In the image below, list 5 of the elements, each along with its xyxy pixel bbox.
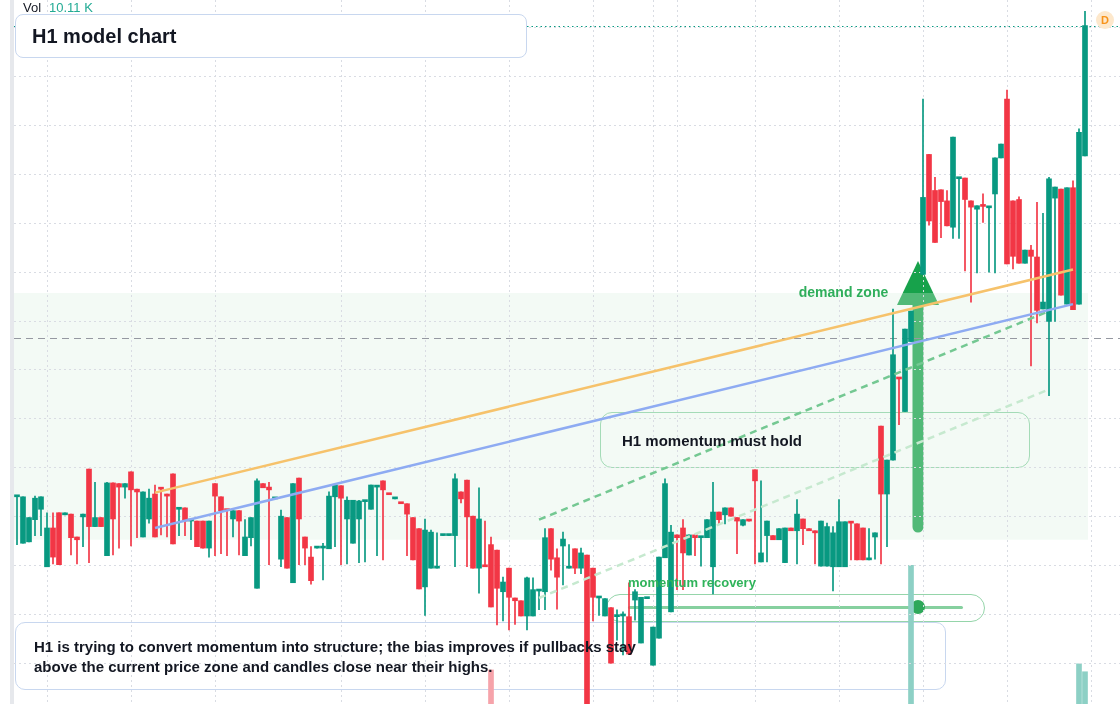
- chart-title: Vol: [23, 0, 42, 15]
- annotation: 10.11 K: [49, 0, 93, 15]
- annotation: H1 momentum must hold: [622, 432, 803, 450]
- text: H1 model chart: [32, 24, 177, 48]
- band-label: demand zone: [798, 283, 889, 300]
